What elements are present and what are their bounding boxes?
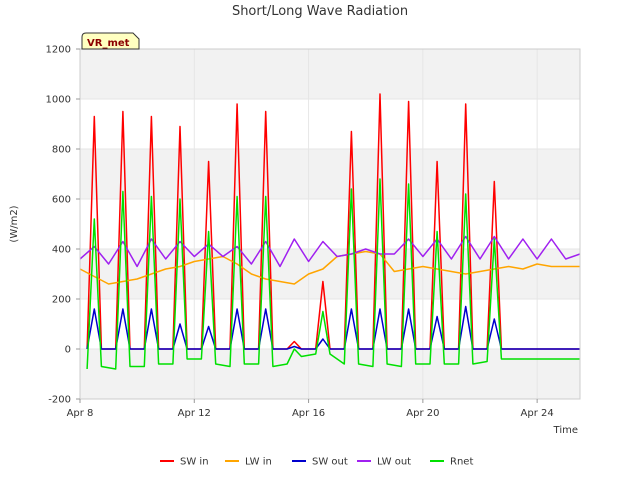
x-axis-label: Time [553,425,578,436]
plot-band [80,149,580,199]
legend-label-sw-in: SW in [180,457,209,468]
y-tick-label: 800 [52,145,71,156]
plot-band [80,349,580,399]
x-tick-label: Apr 24 [521,408,554,419]
y-tick-label: 200 [52,295,71,306]
legend-label-sw-out: SW out [312,457,348,468]
series-line-sw-out [86,305,580,350]
chart-title: Short/Long Wave Radiation [232,4,408,19]
legend: SW in LW in SW out LW out Rnet [160,457,473,468]
series-line-lw-out [79,235,581,268]
vr-met-badge: VR_met [81,32,140,50]
badge-label: VR_met [87,38,130,49]
plot-background-bands [80,49,580,399]
y-tick-label: 0 [65,345,71,356]
plot-band [80,299,580,349]
y-axis-label: (W/m2) [9,205,20,242]
plot-frame [79,48,581,400]
y-tick-label: 600 [52,195,71,206]
y-tick-label: 1000 [46,95,71,106]
x-tick-label: Apr 20 [406,408,439,419]
legend-label-lw-in: LW in [245,457,272,468]
x-tick-label: Apr 8 [67,408,94,419]
plot-band [80,49,580,99]
plot-band [80,99,580,149]
legend-label-lw-out: LW out [377,457,411,468]
y-axis-ticks: -200 0 200 400 600 800 1000 1200 [46,45,80,406]
series-line-rnet [86,178,580,370]
y-tick-label: 400 [52,245,71,256]
y-tick-label: -200 [48,395,71,406]
y-tick-label: 1200 [46,45,71,56]
legend-label-rnet: Rnet [450,457,473,468]
x-tick-label: Apr 16 [292,408,325,419]
series-lines [79,93,581,370]
x-tick-label: Apr 12 [178,408,211,419]
x-axis-ticks: Apr 8 Apr 12 Apr 16 Apr 20 Apr 24 [67,399,554,419]
